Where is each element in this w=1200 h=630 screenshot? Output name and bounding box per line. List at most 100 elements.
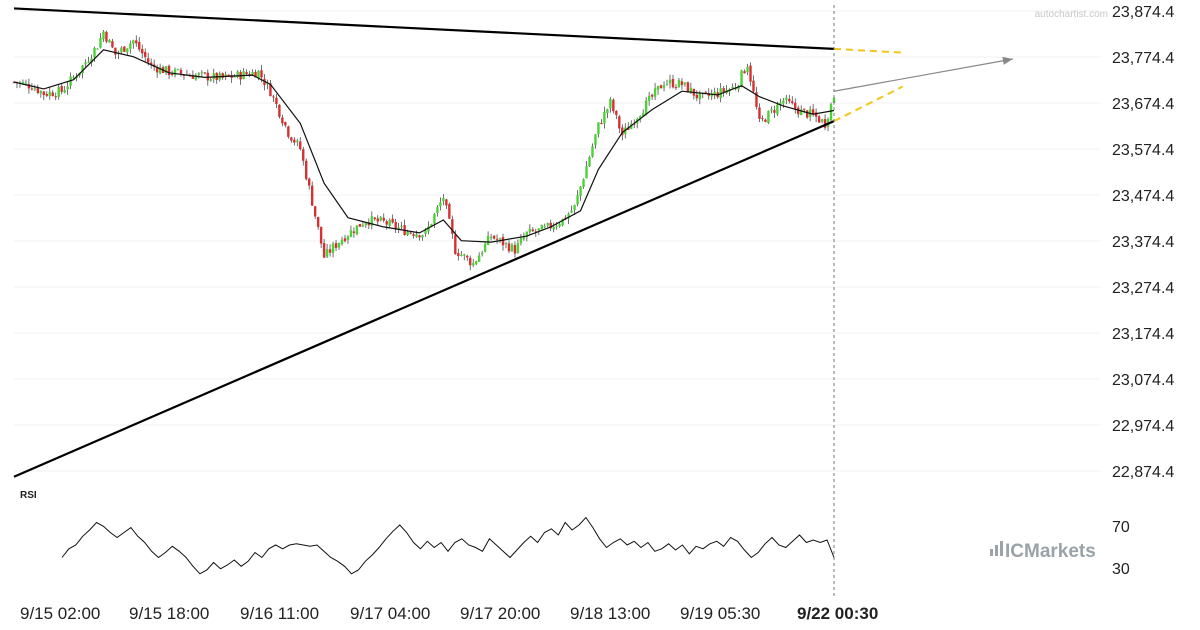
- candle-up: [233, 76, 236, 78]
- candle-down: [135, 40, 138, 44]
- candle-down: [376, 218, 379, 222]
- y-tick-label: 23,174.4: [1112, 326, 1174, 343]
- candle-up: [770, 109, 773, 111]
- candle-down: [367, 222, 371, 226]
- candle-up: [257, 70, 260, 79]
- candle-up: [99, 37, 102, 48]
- candle-down: [454, 234, 457, 255]
- candle-up: [200, 72, 204, 74]
- candle-down: [144, 51, 147, 58]
- candle-up: [644, 100, 648, 115]
- rsi-axis: 70 30: [1112, 519, 1130, 578]
- candle-up: [436, 207, 439, 214]
- candle-up: [677, 79, 681, 88]
- candle-up: [591, 146, 594, 157]
- candle-down: [534, 231, 538, 233]
- candle-down: [352, 231, 356, 233]
- candle-up: [525, 231, 529, 238]
- candle-up: [364, 222, 368, 226]
- candle-down: [495, 238, 499, 240]
- forecast-arrow-head: [1002, 56, 1013, 65]
- candle-up: [573, 205, 576, 211]
- y-tick-label: 23,074.4: [1112, 372, 1174, 389]
- candle-down: [284, 122, 287, 126]
- candle-down: [501, 237, 505, 246]
- candle-up: [486, 235, 490, 245]
- candle-up: [224, 74, 227, 78]
- candle-up: [570, 210, 573, 213]
- candle-down: [466, 255, 469, 258]
- candle-up: [609, 98, 612, 109]
- candle-up: [820, 119, 824, 122]
- candle-up: [266, 82, 269, 85]
- candle-down: [281, 117, 284, 124]
- candle-down: [319, 226, 323, 244]
- candle-down: [659, 85, 663, 89]
- candle-down: [394, 221, 397, 229]
- candle-down: [448, 204, 451, 219]
- resistance-trendline: [13, 7, 835, 51]
- candle-up: [713, 91, 716, 95]
- rsi-tick-label: 30: [1112, 561, 1130, 578]
- candle-down: [269, 83, 272, 97]
- candle-down: [791, 101, 794, 104]
- candle-up: [388, 220, 391, 226]
- candle-down: [30, 88, 34, 90]
- candle-up: [400, 225, 403, 227]
- candlestick-series: [12, 29, 836, 271]
- logo-bar-icon: [1000, 541, 1003, 556]
- candle-up: [397, 227, 400, 230]
- candle-up: [653, 88, 657, 97]
- candle-up: [173, 69, 177, 76]
- candle-up: [779, 102, 782, 106]
- candle-up: [439, 202, 442, 207]
- candle-up: [349, 230, 353, 237]
- candle-up: [66, 86, 69, 90]
- candle-up: [543, 226, 546, 228]
- candle-up: [361, 225, 365, 227]
- y-tick-label: 22,874.4: [1112, 464, 1174, 481]
- candle-up: [236, 71, 239, 77]
- candle-up: [540, 225, 543, 230]
- candle-up: [740, 70, 743, 87]
- support-trendline: [13, 120, 835, 478]
- candle-up: [582, 179, 585, 187]
- logo-text: ICMarkets: [1005, 541, 1096, 562]
- candle-up: [552, 226, 555, 230]
- y-tick-label: 23,574.4: [1112, 142, 1174, 159]
- candle-down: [722, 88, 725, 93]
- candle-up: [567, 213, 570, 219]
- candle-up: [209, 79, 212, 81]
- candle-up: [421, 235, 424, 238]
- candle-down: [680, 81, 684, 86]
- candle-down: [457, 253, 460, 257]
- candle-down: [621, 127, 624, 136]
- candle-down: [794, 102, 797, 109]
- candle-down: [42, 91, 46, 96]
- rsi-label: RSI: [20, 490, 37, 501]
- candle-up: [579, 186, 582, 196]
- candle-up: [96, 48, 99, 50]
- candle-up: [57, 87, 60, 98]
- y-axis: 23,874.4 23,774.4 23,674.4 23,574.4 23,4…: [1112, 4, 1174, 481]
- candle-up: [472, 263, 475, 266]
- candle-up: [72, 76, 75, 78]
- candle-down: [254, 71, 257, 78]
- candle-down: [823, 119, 827, 128]
- candle-up: [251, 71, 254, 76]
- candle-up: [498, 238, 502, 240]
- candle-up: [87, 61, 90, 63]
- candle-down: [308, 178, 311, 186]
- candle-up: [683, 82, 687, 85]
- candle-up: [81, 65, 84, 74]
- candle-down: [814, 112, 818, 117]
- candle-down: [60, 86, 63, 92]
- candle-up: [176, 69, 180, 71]
- candle-up: [194, 75, 198, 80]
- candle-up: [519, 238, 523, 244]
- candle-down: [695, 94, 699, 99]
- candle-down: [310, 185, 314, 206]
- candle-up: [585, 166, 588, 179]
- candle-up: [129, 43, 132, 49]
- candle-down: [418, 235, 421, 238]
